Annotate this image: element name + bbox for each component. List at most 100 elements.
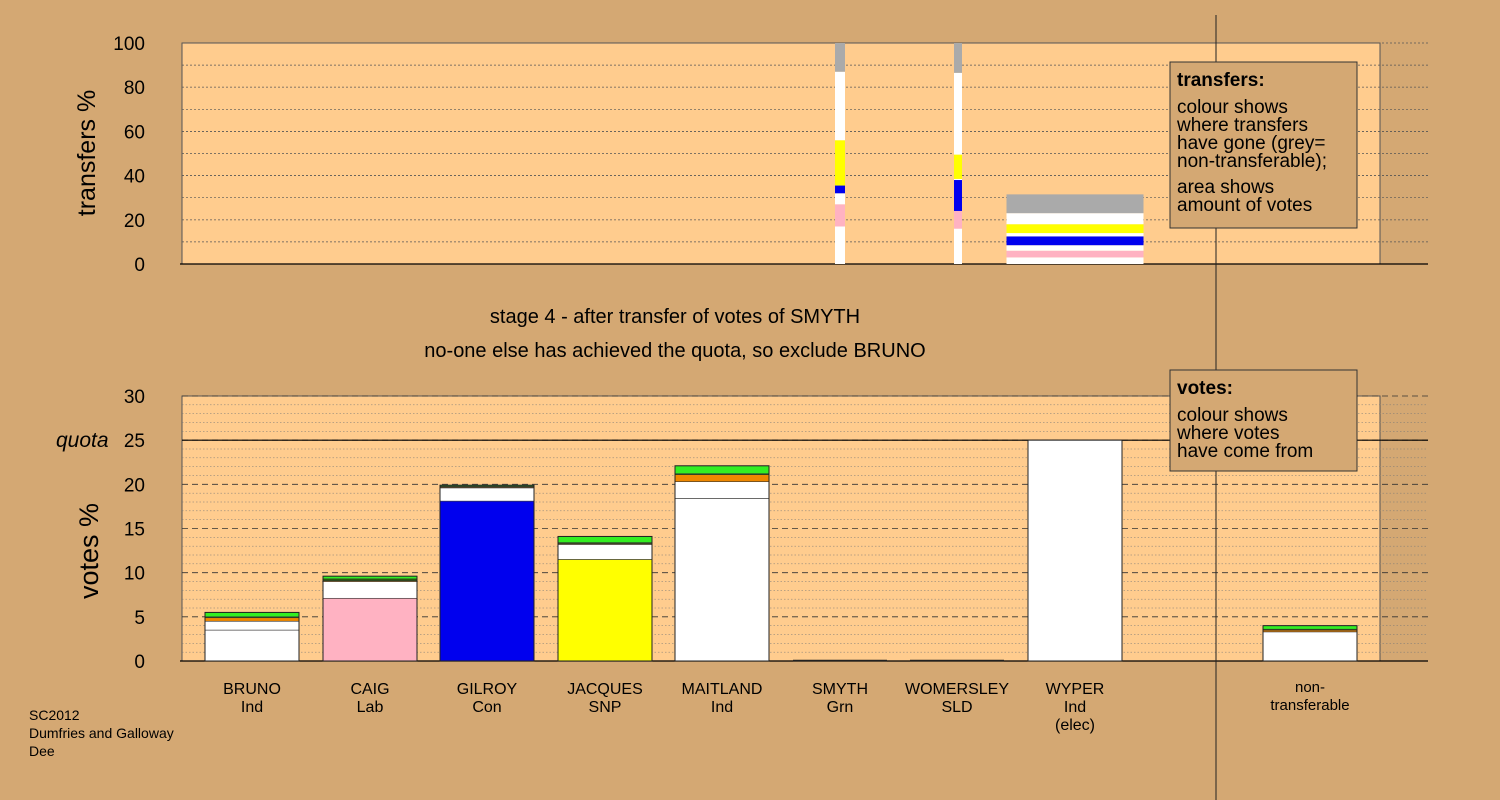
candidate-party-label: Con [472,699,501,716]
transfers-bar-segment [835,193,845,205]
transfers-bar-segment [954,72,962,155]
votes-bar-segment [204,617,300,622]
transfers-bar-segment [954,228,962,264]
candidate-name-label: CAIG [350,681,389,698]
legend-text: area shows [1177,177,1274,198]
candidate-name-label: BRUNO [223,681,281,698]
legend-text: have gone (grey= [1177,133,1325,154]
legend-text: colour shows [1177,405,1288,426]
votes-bar-segment [1262,625,1358,630]
footer-line: SC2012 [29,707,80,723]
candidate-party-label: SLD [941,699,972,716]
votes-bar-outline [322,575,418,662]
transfers-y-tick-label: 80 [124,78,145,99]
votes-bar-segment [557,536,653,543]
transfers-bar-segment [1006,250,1144,258]
transfers-bar-segment [835,204,845,227]
transfers-y-axis-label: transfers % [73,90,101,216]
votes-bar-segment [204,620,300,631]
votes-bar-segment [322,581,418,599]
votes-bar-outline [439,484,535,662]
transfers-y-tick-label: 60 [124,122,145,143]
transfers-bar-segment [954,178,962,181]
legend-box [1169,61,1358,229]
votes-bar [1027,439,1123,662]
votes-bar-segment [439,500,535,662]
legend-text: where transfers [1176,115,1308,136]
candidate-status-label: (elec) [1055,717,1095,734]
legend-text: non-transferable); [1177,151,1327,172]
candidate-name-label: WOMERSLEY [905,681,1009,698]
transfers-bar [835,43,845,264]
transfers-bar-segment [835,140,845,186]
transfers-bar-segment [1006,194,1144,214]
votes-bar [322,575,418,662]
footer-line: Dumfries and Galloway [29,725,174,741]
candidate-party-label: Ind [241,699,263,716]
transfers-bar-segment [835,226,845,264]
votes-bar-segment [204,629,300,662]
candidate-name-label: JACQUES [567,681,643,698]
votes-y-tick-label: 25 [124,431,145,452]
transfers-bar-segment [835,71,845,141]
votes-bar [204,611,300,662]
transfers-bar-segment [954,180,962,211]
votes-y-tick-label: 20 [124,475,145,496]
votes-bar-segment [1027,439,1123,662]
candidate-party-label: SNP [589,699,622,716]
transfers-y-tick-label: 0 [134,255,145,276]
legend-text: colour shows [1177,97,1288,118]
votes-y-tick-label: 0 [134,652,145,673]
candidate-name-label: SMYTH [812,681,868,698]
transfers-bar-segment [954,210,962,229]
votes-bar-segment [674,474,770,482]
legend-text: amount of votes [1177,195,1312,216]
candidate-party-label: Lab [357,699,384,716]
legend-box [1169,369,1358,472]
transfers-bar-segment [835,43,845,72]
votes-bar-segment [439,487,535,502]
votes-bar-segment [1262,631,1358,662]
candidate-name-label: WYPER [1046,681,1105,698]
votes-bar [674,465,770,662]
legend-title: votes: [1177,378,1233,399]
votes-y-tick-label: 10 [124,564,145,585]
transfers-bar [1006,194,1144,264]
votes-bar-outline [204,611,300,662]
votes-bar [557,535,653,662]
transfers-y-tick-label: 100 [113,34,145,55]
candidate-name-label: GILROY [457,681,518,698]
transfers-bar-segment [1006,224,1144,234]
legend-title: transfers: [1177,70,1265,91]
votes-bar-segment [204,612,300,618]
votes-bar-segment [674,465,770,475]
candidate-name-label: MAITLAND [682,681,763,698]
votes-y-tick-label: 15 [124,520,145,541]
transfers-bar [954,43,962,264]
votes-bar-outline [674,465,770,662]
candidate-party-label: Ind [1064,699,1086,716]
votes-y-axis-label: votes % [74,503,104,599]
transfers-y-tick-label: 40 [124,167,145,188]
votes-bar-outline [1027,439,1123,662]
nontransferable-label: transferable [1270,697,1349,714]
votes-bar-segment [674,498,770,662]
candidate-party-label: Grn [827,699,854,716]
transfers-bar-segment [1006,236,1144,246]
votes-y-tick-label: 5 [134,608,145,629]
stage-note: no-one else has achieved the quota, so e… [424,340,925,362]
votes-bar-outline [557,535,653,662]
stage-heading: stage 4 - after transfer of votes of SMY… [490,306,860,328]
candidate-party-label: Ind [711,699,733,716]
transfers-bar-segment [954,43,962,73]
votes-bar-segment [557,559,653,662]
votes-bar-segment [557,544,653,560]
transfers-bar-segment [835,185,845,194]
votes-bar-segment [674,481,770,499]
legend-text: have come from [1177,441,1313,462]
legend-text: where votes [1176,423,1279,444]
votes-bar-outline [1262,625,1358,662]
